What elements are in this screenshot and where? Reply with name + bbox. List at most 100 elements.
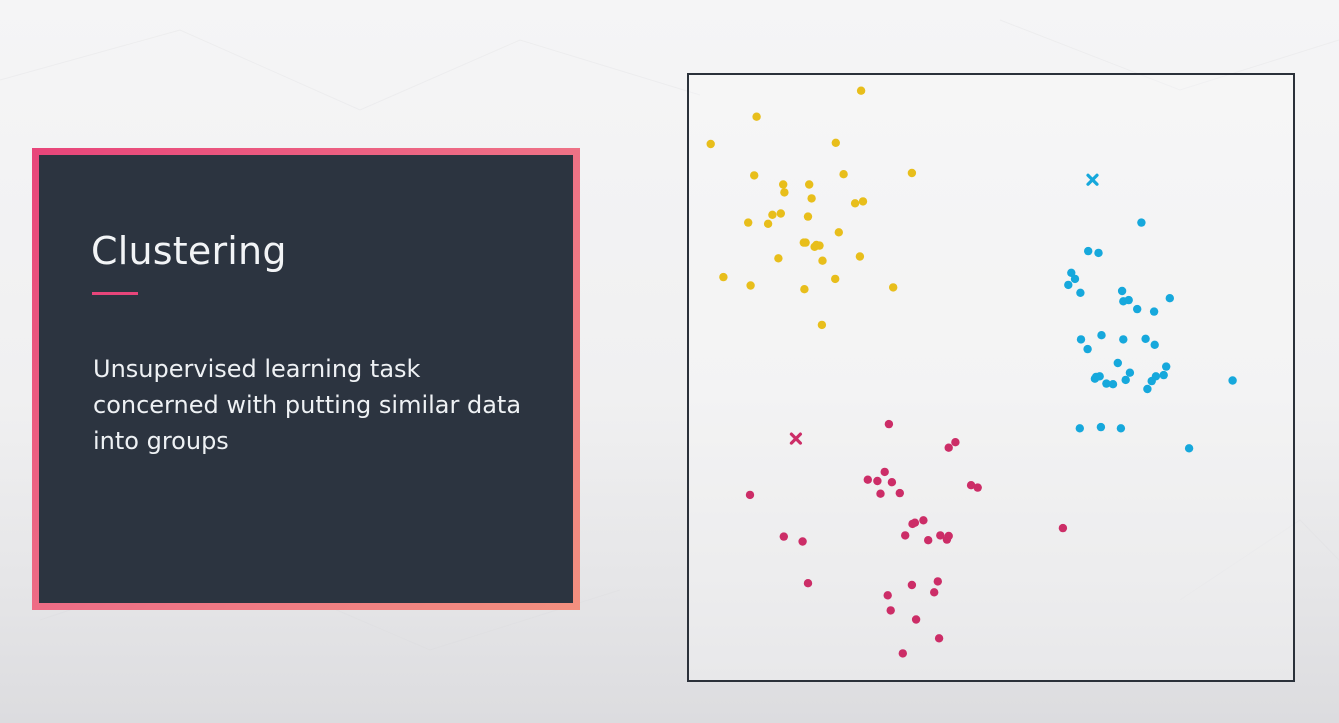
scatter-point bbox=[1165, 294, 1174, 303]
scatter-point bbox=[719, 272, 728, 282]
scatter-point bbox=[930, 588, 939, 597]
scatter-point bbox=[1113, 358, 1122, 368]
scatter-point bbox=[908, 519, 917, 529]
scatter-point bbox=[831, 138, 840, 147]
scatter-point bbox=[801, 238, 810, 247]
scatter-point bbox=[744, 218, 753, 227]
title-card: Clustering Unsupervised learning task co… bbox=[39, 155, 573, 603]
scatter-point bbox=[803, 579, 813, 588]
scatter-point bbox=[895, 488, 904, 498]
scatter-point bbox=[1184, 444, 1194, 453]
scatter-point bbox=[768, 210, 777, 219]
scatter-point bbox=[774, 254, 783, 263]
scatter-point bbox=[817, 320, 827, 330]
scatter-point bbox=[1097, 331, 1106, 340]
slide-body: Unsupervised learning task concerned wit… bbox=[93, 355, 522, 455]
scatter-point bbox=[911, 615, 921, 624]
scatter-point bbox=[944, 531, 953, 541]
scatter-point bbox=[907, 168, 917, 178]
scatter-point bbox=[919, 516, 928, 525]
scatter-point bbox=[1137, 218, 1146, 227]
scatter-point bbox=[1228, 376, 1237, 385]
scatter-point bbox=[1070, 274, 1080, 284]
scatter-point bbox=[966, 481, 976, 490]
scatter-point bbox=[803, 212, 813, 221]
scatter-point bbox=[886, 606, 895, 615]
scatter-point bbox=[1075, 424, 1084, 433]
scatter-point bbox=[1067, 268, 1076, 277]
scatter-point bbox=[1125, 368, 1135, 377]
scatter-point bbox=[1162, 362, 1171, 371]
scatter-point bbox=[973, 483, 982, 492]
scatter-point bbox=[944, 443, 953, 452]
scatter-point bbox=[1094, 248, 1103, 258]
scatter-point bbox=[706, 139, 715, 149]
scatter-point bbox=[818, 256, 827, 265]
scatter-point bbox=[1159, 370, 1168, 380]
title-underline bbox=[92, 292, 138, 295]
scatter-point bbox=[834, 228, 843, 237]
scatter-point bbox=[1076, 288, 1085, 297]
centroid-marker bbox=[789, 432, 803, 445]
scatter-point bbox=[889, 283, 898, 292]
scatter-point bbox=[800, 285, 809, 294]
scatter-point bbox=[924, 536, 933, 545]
scatter-point bbox=[884, 419, 894, 429]
scatter-plot-frame bbox=[687, 73, 1295, 682]
scatter-point bbox=[831, 274, 840, 284]
scatter-point bbox=[1149, 307, 1159, 316]
scatter-point bbox=[807, 194, 816, 203]
scatter-point bbox=[1102, 379, 1111, 388]
scatter-point bbox=[1084, 246, 1093, 256]
scatter-point bbox=[1147, 376, 1156, 386]
title-card-frame: Clustering Unsupervised learning task co… bbox=[32, 148, 580, 610]
scatter-point bbox=[887, 478, 897, 487]
scatter-point bbox=[812, 240, 821, 250]
scatter-point bbox=[763, 219, 773, 228]
scatter-point bbox=[858, 197, 868, 206]
scatter-point bbox=[805, 180, 814, 189]
scatter-point bbox=[745, 490, 755, 500]
scatter-point bbox=[876, 489, 885, 498]
scatter-point bbox=[873, 476, 882, 486]
scatter-point bbox=[856, 86, 866, 95]
scatter-point bbox=[934, 634, 944, 643]
scatter-point bbox=[1076, 335, 1086, 344]
scatter-point bbox=[1108, 380, 1118, 389]
slide-title: Clustering bbox=[91, 229, 287, 273]
scatter-point bbox=[798, 537, 807, 546]
scatter-point bbox=[1116, 424, 1126, 433]
scatter-point bbox=[1133, 304, 1142, 314]
scatter-point bbox=[1150, 340, 1159, 349]
scatter-point bbox=[898, 649, 907, 658]
scatter-point bbox=[1119, 335, 1128, 344]
scatter-point bbox=[951, 438, 960, 447]
scatter-point bbox=[1119, 297, 1128, 306]
scatter-point bbox=[779, 180, 788, 189]
scatter-point bbox=[1141, 334, 1150, 343]
scatter-point bbox=[901, 531, 910, 540]
scatter-point bbox=[1096, 422, 1106, 432]
scatter-point bbox=[839, 170, 848, 179]
scatter-point bbox=[880, 467, 889, 477]
scatter-point bbox=[933, 577, 942, 586]
scatter-point bbox=[1058, 523, 1068, 533]
scatter-point bbox=[1117, 286, 1127, 296]
scatter-point bbox=[1083, 344, 1092, 354]
scatter-point bbox=[780, 188, 789, 197]
scatter-point bbox=[1095, 372, 1104, 381]
scatter-point bbox=[863, 475, 872, 484]
scatter-point bbox=[779, 532, 788, 541]
scatter-point bbox=[850, 199, 860, 208]
scatter-point bbox=[746, 281, 755, 290]
scatter-plot bbox=[706, 86, 1237, 658]
scatter-point bbox=[883, 591, 892, 600]
centroid-marker bbox=[1086, 173, 1099, 186]
scatter-point bbox=[1064, 280, 1073, 290]
scatter-point bbox=[752, 112, 761, 121]
scatter-point bbox=[1121, 375, 1130, 385]
scatter-point bbox=[936, 531, 945, 540]
scatter-point bbox=[1143, 384, 1152, 394]
scatter-point bbox=[855, 252, 865, 261]
